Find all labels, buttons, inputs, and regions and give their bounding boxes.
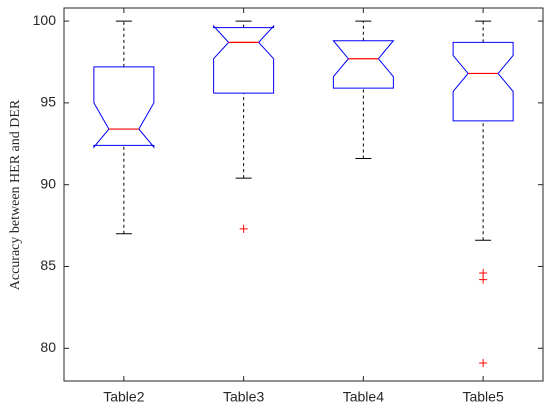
x-tick-label: Table3 bbox=[223, 389, 264, 405]
outlier bbox=[479, 359, 488, 368]
y-tick-label: 80 bbox=[40, 339, 56, 355]
y-tick-label: 85 bbox=[40, 257, 56, 273]
outlier bbox=[479, 275, 488, 284]
y-tick-label: 100 bbox=[33, 12, 57, 28]
y-tick-label: 90 bbox=[40, 175, 56, 191]
box bbox=[93, 66, 155, 149]
y-tick-label: 95 bbox=[40, 94, 56, 110]
box bbox=[213, 24, 275, 94]
box bbox=[332, 40, 395, 89]
axes-frame bbox=[63, 7, 544, 382]
outlier bbox=[239, 224, 248, 233]
x-tick-label: Table5 bbox=[462, 389, 503, 405]
x-tick-label: Table4 bbox=[343, 389, 384, 405]
x-tick-label: Table2 bbox=[103, 389, 144, 405]
y-axis-label: Accuracy between HER and DER bbox=[8, 99, 23, 290]
box bbox=[452, 41, 514, 122]
